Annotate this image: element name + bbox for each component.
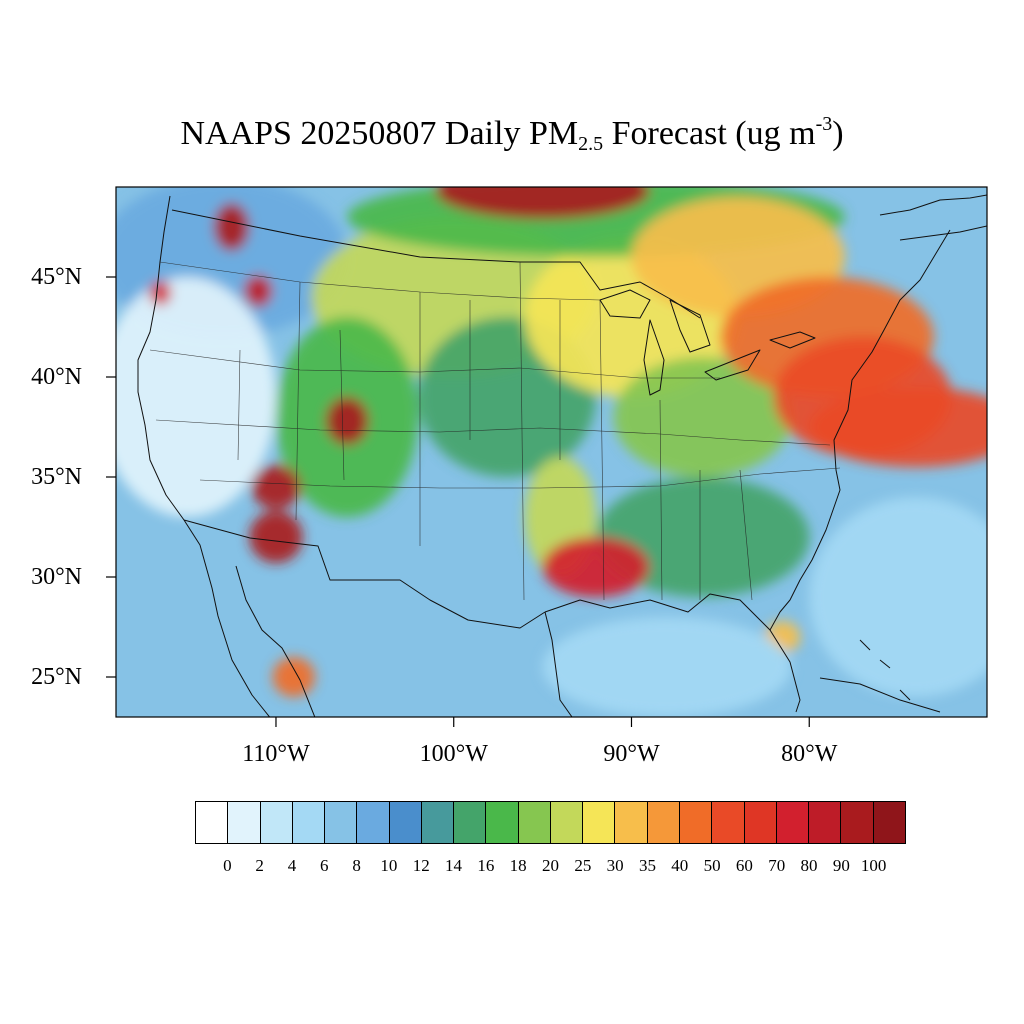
- colorbar-swatch-20: [841, 802, 874, 843]
- colorbar-swatch-8: [454, 802, 487, 843]
- colorbar-swatch-1: [228, 802, 261, 843]
- colorbar-label: 30: [606, 856, 624, 875]
- colorbar-swatch-5: [357, 802, 390, 843]
- colorbar: [195, 801, 906, 844]
- colorbar-label: 70: [768, 856, 786, 875]
- pm25-region-17: [249, 511, 303, 563]
- pm25-region-23: [272, 657, 316, 697]
- colorbar-label: 8: [352, 856, 361, 875]
- lon-label: 110°W: [242, 741, 310, 767]
- colorbar-label: 0: [223, 856, 232, 875]
- colorbar-swatch-7: [421, 802, 455, 843]
- lat-label: 30°N: [31, 564, 82, 590]
- pm25-region-2: [116, 277, 276, 517]
- colorbar-swatch-11: [550, 802, 584, 843]
- colorbar-label: 50: [703, 856, 721, 875]
- pm25-concentration-field: [116, 187, 987, 717]
- pm25-region-26: [809, 497, 987, 697]
- colorbar-swatch-17: [744, 802, 777, 843]
- pm25-region-18: [251, 465, 301, 509]
- colorbar-label: 25: [574, 856, 592, 875]
- colorbar-swatch-13: [615, 802, 648, 843]
- colorbar-label: 4: [287, 856, 297, 875]
- colorbar-label: 20: [542, 856, 559, 875]
- colorbar-swatch-0: [196, 802, 229, 843]
- colorbar-label: 2: [255, 856, 264, 875]
- colorbar-label: 18: [509, 856, 527, 875]
- coastline-and-borders: [137, 194, 987, 717]
- pm25-region-22: [149, 281, 172, 305]
- colorbar-label: 100: [860, 856, 887, 875]
- colorbar-label: 60: [735, 856, 753, 875]
- pm25-region-7: [595, 477, 810, 597]
- lat-label: 35°N: [31, 464, 82, 490]
- colorbar-swatch-18: [776, 802, 810, 843]
- colorbar-swatch-6: [389, 802, 422, 843]
- lat-label: 25°N: [31, 664, 82, 690]
- colorbar-swatch-19: [809, 802, 842, 843]
- axis-ticks: [106, 276, 810, 727]
- pm25-region-6: [613, 357, 792, 477]
- colorbar-label: 90: [832, 856, 850, 875]
- pm25-region-16: [542, 537, 650, 597]
- colorbar-swatch-3: [292, 802, 326, 843]
- map-border: [115, 186, 988, 718]
- lat-label: 45°N: [31, 264, 82, 290]
- map-title: NAAPS 20250807 Daily PM2.5 Forecast (ug …: [180, 113, 844, 155]
- pm25-region-21: [244, 275, 273, 307]
- colorbar-swatch-15: [679, 802, 713, 843]
- colorbar-swatch-14: [647, 802, 680, 843]
- pm25-region-19: [325, 397, 369, 445]
- colorbar-swatch-9: [486, 802, 519, 843]
- colorbar-swatch-12: [583, 802, 616, 843]
- lon-label: 80°W: [781, 741, 838, 767]
- lat-label: 40°N: [31, 364, 82, 390]
- colorbar-label: 80: [800, 856, 818, 875]
- colorbar-swatch-2: [260, 802, 293, 843]
- colorbar-swatch-4: [325, 802, 358, 843]
- lon-label: 90°W: [603, 741, 660, 767]
- colorbar-label: 35: [638, 856, 656, 875]
- colorbar-swatch-16: [712, 802, 745, 843]
- pm25-region-15: [435, 187, 650, 219]
- colorbar-label: 16: [477, 856, 495, 875]
- lon-label: 100°W: [419, 741, 488, 767]
- pm25-region-20: [213, 203, 250, 251]
- colorbar-label: 12: [412, 856, 430, 875]
- colorbar-label: 10: [380, 856, 398, 875]
- colorbar-label: 40: [671, 856, 689, 875]
- pm25-region-25: [542, 617, 792, 717]
- colorbar-label: 6: [320, 856, 329, 875]
- colorbar-swatch-21: [873, 802, 905, 843]
- state-boundaries: [149, 261, 841, 601]
- pm25-region-14: [809, 387, 987, 467]
- colorbar-label: 14: [445, 856, 463, 875]
- colorbar-swatch-10: [518, 802, 551, 843]
